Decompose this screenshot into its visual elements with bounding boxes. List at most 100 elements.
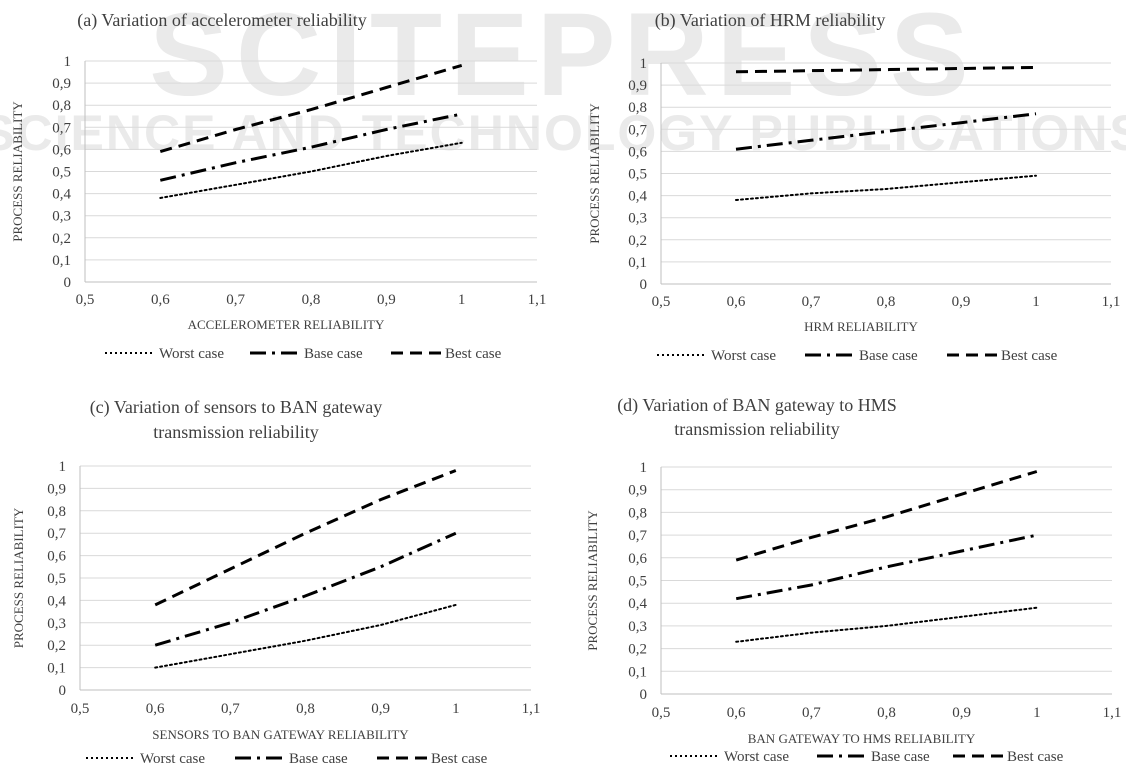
y-tick-label: 0,3	[52, 209, 71, 225]
legend-label: Worst case	[159, 346, 224, 362]
series-line-dashed	[159, 63, 463, 154]
y-tick-label: 0,6	[52, 142, 71, 158]
y-axis-label: PROCESS RELIABILITY	[587, 103, 602, 244]
series-line-dotted	[735, 174, 1037, 201]
x-tick-label: 0,8	[877, 705, 896, 721]
chart-title: (c) Variation of sensors to BAN gateway	[90, 397, 383, 418]
x-tick-label: 0,5	[71, 701, 90, 717]
series-line-dash-dot	[154, 531, 457, 647]
series-line-dotted	[154, 603, 457, 669]
y-tick-label: 0,8	[628, 100, 647, 116]
chart-title: (d) Variation of BAN gateway to HMS	[617, 395, 897, 416]
x-tick-label: 1	[452, 701, 460, 717]
series-line-dashed	[735, 470, 1038, 562]
y-tick-label: 0,4	[628, 189, 647, 205]
legend-label: Best case	[431, 751, 488, 767]
x-tick-label: 0,9	[952, 705, 971, 721]
legend-label: Base case	[859, 348, 918, 364]
legend-label: Best case	[445, 346, 502, 362]
y-tick-label: 0,7	[628, 122, 647, 138]
y-tick-label: 1	[64, 54, 72, 70]
x-tick-label: 1	[458, 292, 466, 308]
y-tick-label: 0,6	[628, 551, 647, 567]
legend-label: Best case	[1007, 749, 1064, 765]
y-tick-label: 0,8	[52, 98, 71, 114]
x-tick-label: 1	[1032, 294, 1040, 310]
y-tick-label: 0,3	[628, 211, 647, 227]
y-tick-label: 0,4	[47, 593, 66, 609]
y-tick-label: 0,2	[47, 638, 66, 654]
series-line-dashed	[154, 469, 457, 607]
legend-label: Best case	[1001, 348, 1058, 364]
x-axis-label: HRM RELIABILITY	[804, 319, 918, 334]
x-tick-label: 0,6	[727, 294, 746, 310]
x-tick-label: 0,6	[727, 705, 746, 721]
x-tick-label: 0,9	[371, 701, 390, 717]
y-tick-label: 0,6	[47, 549, 66, 565]
chart-title: (a) Variation of accelerometer reliabili…	[77, 10, 367, 31]
y-tick-label: 0,7	[52, 120, 71, 136]
x-tick-label: 0,7	[802, 705, 821, 721]
y-tick-label: 0,1	[47, 661, 66, 677]
y-axis-label: PROCESS RELIABILITY	[585, 510, 600, 651]
x-axis-label: SENSORS TO BAN GATEWAY RELIABILITY	[152, 727, 409, 742]
y-tick-label: 1	[59, 459, 67, 475]
x-tick-label: 0,8	[296, 701, 315, 717]
legend-label: Base case	[289, 751, 348, 767]
x-tick-label: 1,1	[528, 292, 547, 308]
y-tick-label: 0,8	[628, 505, 647, 521]
x-tick-label: 0,6	[146, 701, 165, 717]
series-line-dash-dot	[159, 112, 463, 182]
x-tick-label: 0,5	[652, 705, 671, 721]
y-tick-label: 1	[640, 56, 648, 72]
x-tick-label: 1	[1033, 705, 1041, 721]
chart-title: transmission reliability	[153, 422, 318, 442]
y-axis-label: PROCESS RELIABILITY	[11, 507, 26, 648]
x-axis-label: BAN GATEWAY TO HMS RELIABILITY	[748, 731, 976, 746]
y-tick-label: 0,1	[628, 664, 647, 680]
y-tick-label: 0,5	[628, 574, 647, 590]
x-tick-label: 0,5	[652, 294, 671, 310]
x-tick-label: 0,9	[377, 292, 396, 308]
y-tick-label: 0,2	[628, 642, 647, 658]
y-tick-label: 0,7	[47, 526, 66, 542]
legend-label: Base case	[304, 346, 363, 362]
x-tick-label: 0,9	[952, 294, 971, 310]
series-line-dash-dot	[735, 533, 1038, 601]
x-tick-label: 0,5	[76, 292, 95, 308]
chart-panel-b: (b) Variation of HRM reliability 0 0,1 0,2 0…	[587, 10, 1120, 364]
y-tick-label: 0,1	[628, 255, 647, 271]
y-tick-label: 0,4	[628, 596, 647, 612]
legend-label: Base case	[871, 749, 930, 765]
series-line-dotted	[159, 141, 463, 199]
chart-title: (b) Variation of HRM reliability	[655, 10, 886, 31]
x-axis-label: ACCELEROMETER RELIABILITY	[188, 317, 385, 332]
series-line-dotted	[735, 606, 1038, 643]
y-tick-label: 0,3	[47, 616, 66, 632]
x-tick-label: 0,7	[226, 292, 245, 308]
chart-panel-c: (c) Variation of sensors to BAN gateway t…	[11, 397, 540, 767]
y-tick-label: 0	[64, 275, 72, 291]
x-tick-label: 0,7	[802, 294, 821, 310]
y-tick-label: 0	[640, 687, 648, 703]
series-line-dashed	[735, 65, 1037, 74]
y-tick-label: 1	[640, 460, 648, 476]
x-tick-label: 1,1	[1103, 705, 1122, 721]
y-tick-label: 0	[640, 277, 648, 293]
y-tick-label: 0,3	[628, 619, 647, 635]
x-tick-label: 1,1	[522, 701, 541, 717]
chart-panel-a: (a) Variation of accelerometer reliabili…	[10, 10, 546, 362]
legend-label: Worst case	[140, 751, 205, 767]
y-tick-label: 0,5	[628, 167, 647, 183]
x-tick-label: 1,1	[1102, 294, 1121, 310]
legend-label: Worst case	[711, 348, 776, 364]
y-tick-label: 0,5	[52, 165, 71, 181]
y-tick-label: 0,1	[52, 253, 71, 269]
y-tick-label: 0,9	[52, 76, 71, 92]
y-tick-label: 0,9	[47, 481, 66, 497]
y-tick-label: 0,5	[47, 571, 66, 587]
legend-label: Worst case	[724, 749, 789, 765]
y-tick-label: 0,2	[628, 233, 647, 249]
x-tick-label: 0,8	[877, 294, 896, 310]
